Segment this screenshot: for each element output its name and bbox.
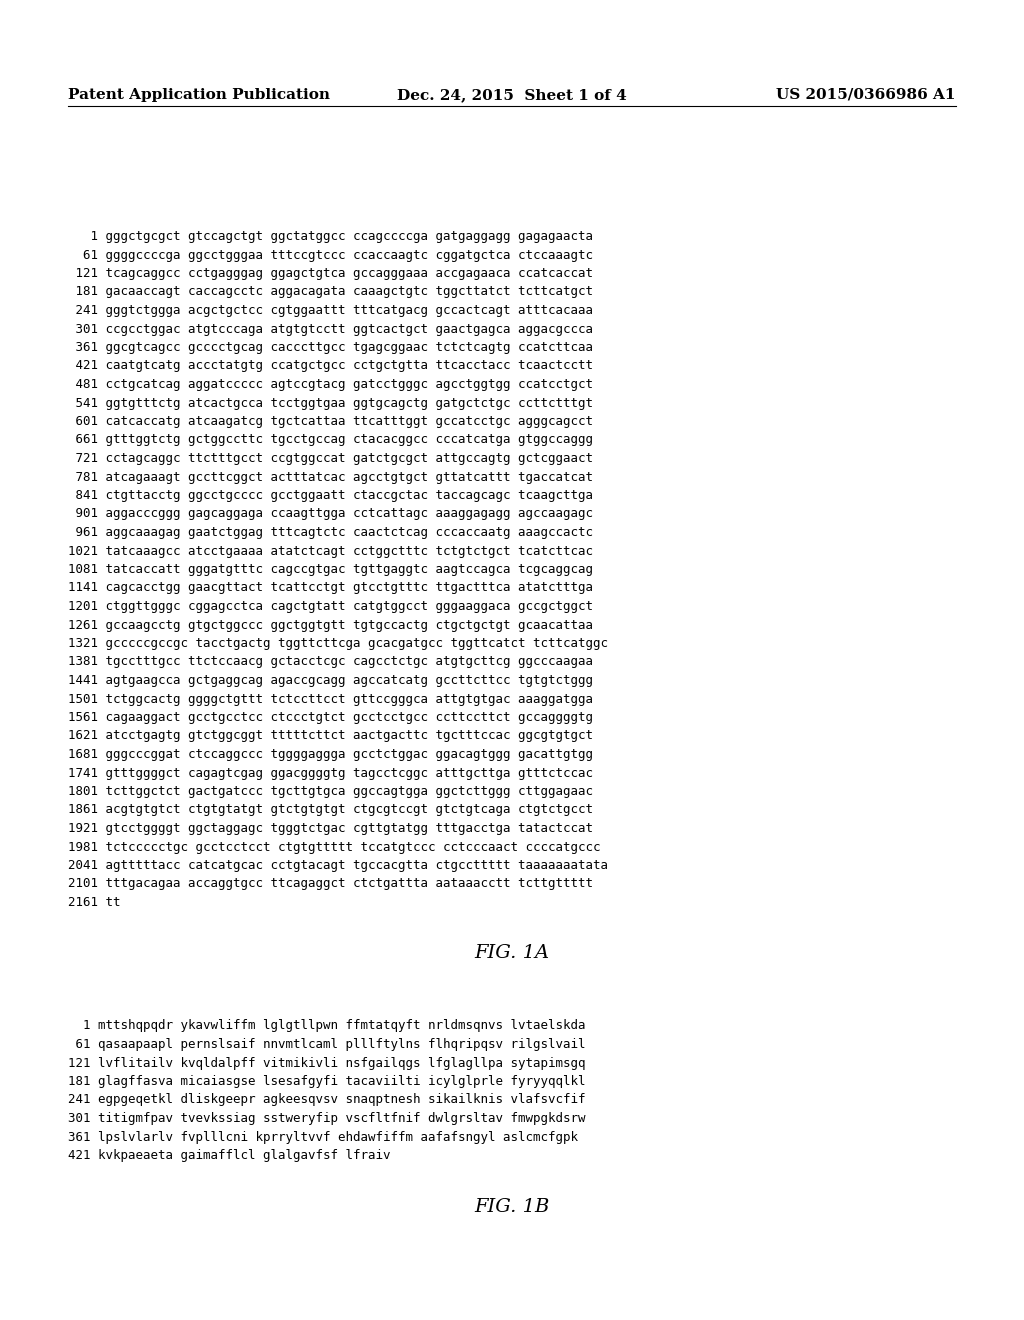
Text: 61 qasaapaapl pernslsaif nnvmtlcaml plllftylns flhqripqsv rilgslvail: 61 qasaapaapl pernslsaif nnvmtlcaml plll… [68,1038,586,1051]
Text: 781 atcagaaagt gccttcggct actttatcac agcctgtgct gttatcattt tgaccatcat: 781 atcagaaagt gccttcggct actttatcac agc… [68,470,593,483]
Text: 1 gggctgcgct gtccagctgt ggctatggcc ccagccccga gatgaggagg gagagaacta: 1 gggctgcgct gtccagctgt ggctatggcc ccagc… [68,230,593,243]
Text: 61 ggggccccga ggcctgggaa tttccgtccc ccaccaagtc cggatgctca ctccaaagtc: 61 ggggccccga ggcctgggaa tttccgtccc ccac… [68,248,593,261]
Text: 1441 agtgaagcca gctgaggcag agaccgcagg agccatcatg gccttcttcc tgtgtctggg: 1441 agtgaagcca gctgaggcag agaccgcagg ag… [68,675,593,686]
Text: 1801 tcttggctct gactgatccc tgcttgtgca ggccagtgga ggctcttggg cttggagaac: 1801 tcttggctct gactgatccc tgcttgtgca gg… [68,785,593,799]
Text: 1501 tctggcactg ggggctgttt tctccttcct gttccgggca attgtgtgac aaaggatgga: 1501 tctggcactg ggggctgttt tctccttcct gt… [68,693,593,705]
Text: 1921 gtcctggggt ggctaggagc tgggtctgac cgttgtatgg tttgacctga tatactccat: 1921 gtcctggggt ggctaggagc tgggtctgac cg… [68,822,593,836]
Text: 241 gggtctggga acgctgctcc cgtggaattt tttcatgacg gccactcagt atttcacaaa: 241 gggtctggga acgctgctcc cgtggaattt ttt… [68,304,593,317]
Text: 541 ggtgtttctg atcactgcca tcctggtgaa ggtgcagctg gatgctctgc ccttctttgt: 541 ggtgtttctg atcactgcca tcctggtgaa ggt… [68,396,593,409]
Text: FIG. 1B: FIG. 1B [474,1197,550,1216]
Text: 181 gacaaccagt caccagcctc aggacagata caaagctgtc tggcttatct tcttcatgct: 181 gacaaccagt caccagcctc aggacagata caa… [68,285,593,298]
Text: 1261 gccaagcctg gtgctggccc ggctggtgtt tgtgccactg ctgctgctgt gcaacattaa: 1261 gccaagcctg gtgctggccc ggctggtgtt tg… [68,619,593,631]
Text: 1 mttshqpqdr ykavwliffm lglgtllpwn ffmtatqyft nrldmsqnvs lvtaelskda: 1 mttshqpqdr ykavwliffm lglgtllpwn ffmta… [68,1019,586,1032]
Text: 661 gtttggtctg gctggccttc tgcctgccag ctacacggcc cccatcatga gtggccaggg: 661 gtttggtctg gctggccttc tgcctgccag cta… [68,433,593,446]
Text: 1981 tctccccctgc gcctcctcct ctgtgttttt tccatgtccc cctcccaact ccccatgccc: 1981 tctccccctgc gcctcctcct ctgtgttttt t… [68,841,600,854]
Text: 1081 tatcaccatt gggatgtttc cagccgtgac tgttgaggtc aagtccagca tcgcaggcag: 1081 tatcaccatt gggatgtttc cagccgtgac tg… [68,564,593,576]
Text: 1021 tatcaaagcc atcctgaaaa atatctcagt cctggctttc tctgtctgct tcatcttcac: 1021 tatcaaagcc atcctgaaaa atatctcagt cc… [68,544,593,557]
Text: 1681 gggcccggat ctccaggccc tggggaggga gcctctggac ggacagtggg gacattgtgg: 1681 gggcccggat ctccaggccc tggggaggga gc… [68,748,593,762]
Text: 301 titigmfpav tvevkssiag sstweryfip vscfltfnif dwlgrsltav fmwpgkdsrw: 301 titigmfpav tvevkssiag sstweryfip vsc… [68,1111,586,1125]
Text: 1561 cagaaggact gcctgcctcc ctccctgtct gcctcctgcc ccttccttct gccaggggtg: 1561 cagaaggact gcctgcctcc ctccctgtct gc… [68,711,593,723]
Text: 1141 cagcacctgg gaacgttact tcattcctgt gtcctgtttc ttgactttca atatctttga: 1141 cagcacctgg gaacgttact tcattcctgt gt… [68,582,593,594]
Text: FIG. 1A: FIG. 1A [474,945,550,962]
Text: 1621 atcctgagtg gtctggcggt tttttcttct aactgacttc tgctttccac ggcgtgtgct: 1621 atcctgagtg gtctggcggt tttttcttct aa… [68,730,593,742]
Text: 121 lvflitailv kvqldalpff vitmikivli nsfgailqgs lfglagllpa sytapimsgq: 121 lvflitailv kvqldalpff vitmikivli nsf… [68,1056,586,1069]
Text: 421 caatgtcatg accctatgtg ccatgctgcc cctgctgtta ttcacctacc tcaactcctt: 421 caatgtcatg accctatgtg ccatgctgcc cct… [68,359,593,372]
Text: 1741 gtttggggct cagagtcgag ggacggggtg tagcctcggc atttgcttga gtttctccac: 1741 gtttggggct cagagtcgag ggacggggtg ta… [68,767,593,780]
Text: 2041 agtttttacc catcatgcac cctgtacagt tgccacgtta ctgccttttt taaaaaaatata: 2041 agtttttacc catcatgcac cctgtacagt tg… [68,859,608,873]
Text: 481 cctgcatcag aggatccccc agtccgtacg gatcctgggc agcctggtgg ccatcctgct: 481 cctgcatcag aggatccccc agtccgtacg gat… [68,378,593,391]
Text: 241 egpgeqetkl dliskgeepr agkeesqvsv snaqptnesh sikailknis vlafsvcfif: 241 egpgeqetkl dliskgeepr agkeesqvsv sna… [68,1093,586,1106]
Text: 1861 acgtgtgtct ctgtgtatgt gtctgtgtgt ctgcgtccgt gtctgtcaga ctgtctgcct: 1861 acgtgtgtct ctgtgtatgt gtctgtgtgt ct… [68,804,593,817]
Text: 1201 ctggttgggc cggagcctca cagctgtatt catgtggcct gggaaggaca gccgctggct: 1201 ctggttgggc cggagcctca cagctgtatt ca… [68,601,593,612]
Text: 901 aggacccggg gagcaggaga ccaagttgga cctcattagc aaaggagagg agccaagagc: 901 aggacccggg gagcaggaga ccaagttgga cct… [68,507,593,520]
Text: Patent Application Publication: Patent Application Publication [68,88,330,102]
Text: Dec. 24, 2015  Sheet 1 of 4: Dec. 24, 2015 Sheet 1 of 4 [397,88,627,102]
Text: 841 ctgttacctg ggcctgcccc gcctggaatt ctaccgctac taccagcagc tcaagcttga: 841 ctgttacctg ggcctgcccc gcctggaatt cta… [68,488,593,502]
Text: 2101 tttgacagaa accaggtgcc ttcagaggct ctctgattta aataaacctt tcttgttttt: 2101 tttgacagaa accaggtgcc ttcagaggct ct… [68,878,593,891]
Text: US 2015/0366986 A1: US 2015/0366986 A1 [776,88,956,102]
Text: 361 ggcgtcagcc gcccctgcag cacccttgcc tgagcggaac tctctcagtg ccatcttcaa: 361 ggcgtcagcc gcccctgcag cacccttgcc tga… [68,341,593,354]
Text: 2161 tt: 2161 tt [68,896,121,909]
Text: 1321 gcccccgccgc tacctgactg tggttcttcga gcacgatgcc tggttcatct tcttcatggc: 1321 gcccccgccgc tacctgactg tggttcttcga … [68,638,608,649]
Text: 1381 tgcctttgcc ttctccaacg gctacctcgc cagcctctgc atgtgcttcg ggcccaagaa: 1381 tgcctttgcc ttctccaacg gctacctcgc ca… [68,656,593,668]
Text: 301 ccgcctggac atgtcccaga atgtgtcctt ggtcactgct gaactgagca aggacgccca: 301 ccgcctggac atgtcccaga atgtgtcctt ggt… [68,322,593,335]
Text: 601 catcaccatg atcaagatcg tgctcattaa ttcatttggt gccatcctgc agggcagcct: 601 catcaccatg atcaagatcg tgctcattaa ttc… [68,414,593,428]
Text: 421 kvkpaeaeta gaimafflcl glalgavfsf lfraiv: 421 kvkpaeaeta gaimafflcl glalgavfsf lfr… [68,1148,390,1162]
Text: 121 tcagcaggcc cctgagggag ggagctgtca gccagggaaa accgagaaca ccatcaccat: 121 tcagcaggcc cctgagggag ggagctgtca gcc… [68,267,593,280]
Text: 181 glagffasva micaiasgse lsesafgyfi tacaviilti icylglprle fyryyqqlkl: 181 glagffasva micaiasgse lsesafgyfi tac… [68,1074,586,1088]
Text: 721 cctagcaggc ttctttgcct ccgtggccat gatctgcgct attgccagtg gctcggaact: 721 cctagcaggc ttctttgcct ccgtggccat gat… [68,451,593,465]
Text: 961 aggcaaagag gaatctggag tttcagtctc caactctcag cccaccaatg aaagccactc: 961 aggcaaagag gaatctggag tttcagtctc caa… [68,525,593,539]
Text: 361 lpslvlarlv fvplllcni kprryltvvf ehdawfiffm aafafsngyl aslcmcfgpk: 361 lpslvlarlv fvplllcni kprryltvvf ehda… [68,1130,578,1143]
